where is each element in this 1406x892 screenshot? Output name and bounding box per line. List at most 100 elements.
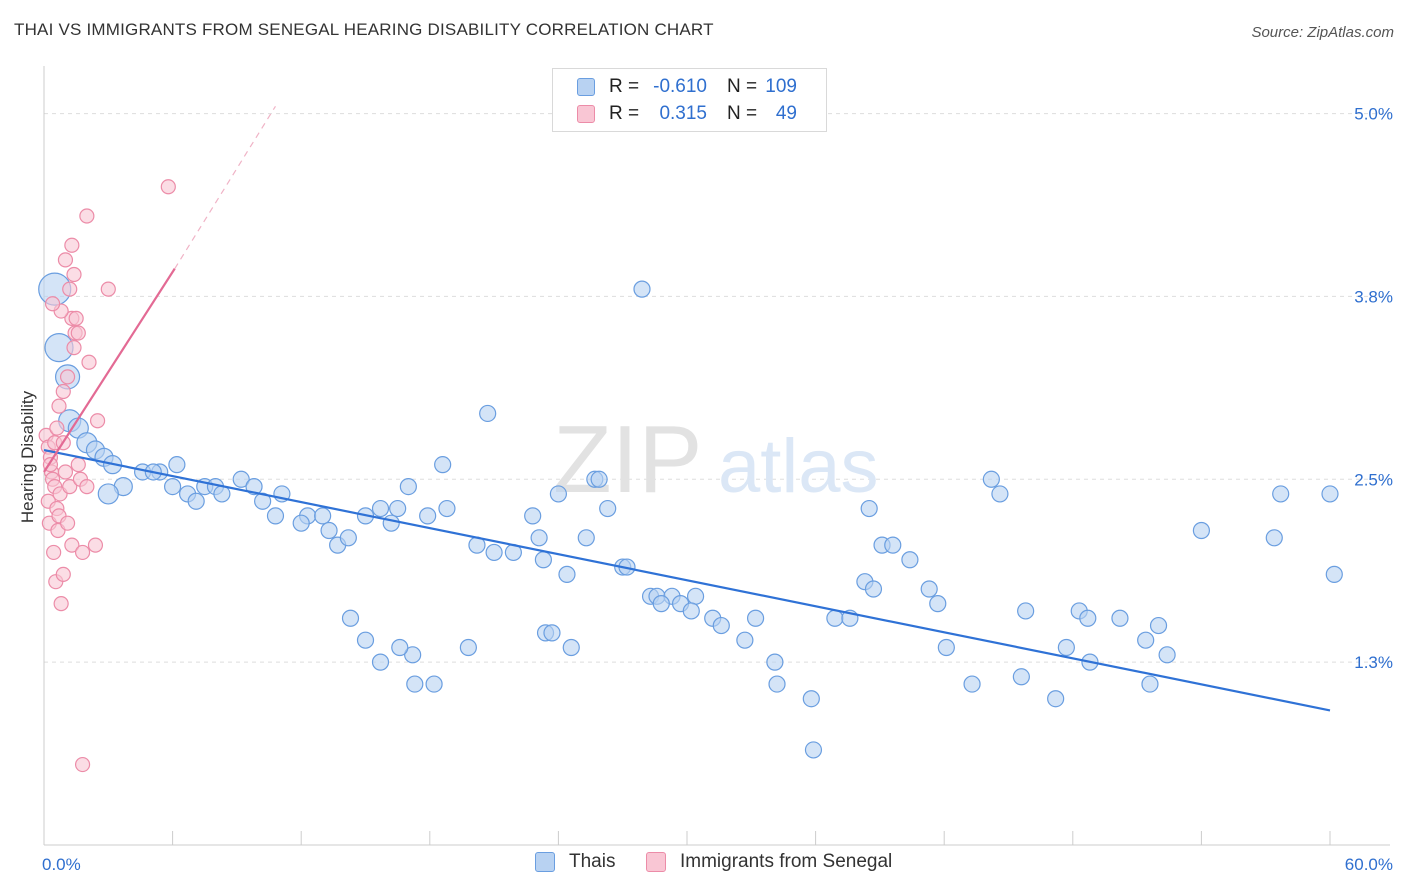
source-attribution: Source: ZipAtlas.com — [1251, 24, 1394, 41]
n-label: N = — [727, 76, 758, 97]
point-thais — [1079, 609, 1097, 627]
gridlines — [44, 113, 1390, 663]
point-thais — [97, 483, 119, 505]
point-thais — [266, 507, 285, 525]
point-senegal — [59, 369, 76, 385]
point-thais — [524, 507, 542, 525]
point-senegal — [64, 237, 80, 253]
point-thais — [389, 499, 407, 518]
stats-row-senegal: R = 0.315 N = 49 — [577, 102, 797, 126]
trend-line-senegal — [43, 268, 176, 473]
point-thais — [543, 624, 561, 642]
point-senegal — [100, 281, 116, 297]
point-senegal — [74, 756, 91, 773]
point-thais — [371, 499, 390, 518]
point-thais — [682, 602, 700, 620]
point-thais — [164, 478, 182, 496]
series-thais-points — [38, 272, 1343, 759]
point-thais — [1137, 631, 1155, 649]
legend-item-thais[interactable]: Thais — [535, 851, 615, 873]
point-thais — [884, 536, 902, 554]
point-thais — [746, 609, 765, 627]
point-thais — [599, 499, 617, 518]
r-value: 0.315 — [659, 103, 707, 124]
point-thais — [768, 675, 786, 693]
point-thais — [382, 514, 400, 532]
n-label: N = — [727, 103, 758, 124]
point-thais — [1141, 675, 1159, 693]
stats-legend: R = -0.610 N = 109 R = 0.315 N = 49 — [552, 68, 827, 132]
point-thais — [577, 529, 595, 547]
y-axis-label: Hearing Disability — [18, 390, 37, 523]
point-senegal — [70, 457, 86, 473]
point-thais — [391, 638, 409, 657]
point-thais — [1325, 565, 1343, 583]
chart-title: THAI VS IMMIGRANTS FROM SENEGAL HEARING … — [14, 20, 714, 39]
series-legend: Thais Immigrants from Senegal — [0, 851, 1406, 879]
point-senegal — [44, 296, 61, 312]
point-thais — [1265, 529, 1283, 547]
point-senegal — [70, 325, 86, 341]
point-thais — [404, 646, 422, 664]
point-senegal — [53, 596, 69, 612]
point-thais — [982, 470, 1000, 488]
point-senegal — [79, 479, 95, 495]
r-label: R = — [609, 76, 640, 97]
n-value: 49 — [775, 103, 797, 124]
point-thais — [1192, 521, 1211, 540]
point-thais — [562, 638, 580, 657]
y-tick-label: 3.8% — [1354, 287, 1393, 306]
n-value: 109 — [765, 76, 797, 97]
point-thais — [245, 478, 263, 496]
point-senegal — [55, 383, 71, 400]
point-thais — [1272, 485, 1290, 503]
y-tick-label: 1.3% — [1354, 653, 1393, 672]
legend-item-senegal[interactable]: Immigrants from Senegal — [646, 851, 892, 873]
point-senegal — [66, 266, 82, 283]
point-senegal — [66, 340, 82, 356]
point-thais — [1158, 646, 1176, 664]
point-thais — [356, 631, 375, 649]
point-senegal — [59, 515, 76, 531]
point-thais — [459, 638, 477, 657]
point-thais — [187, 492, 205, 510]
point-thais — [425, 675, 443, 693]
point-thais — [479, 404, 497, 423]
point-thais — [558, 565, 576, 583]
point-thais — [937, 638, 955, 657]
point-thais — [1057, 638, 1075, 657]
point-senegal — [51, 398, 67, 414]
legend-swatch-thais — [535, 852, 555, 872]
watermark-zip: ZIP — [553, 406, 702, 513]
point-senegal — [64, 537, 80, 553]
r-value: -0.610 — [653, 76, 707, 97]
legend-label-senegal: Immigrants from Senegal — [680, 851, 893, 872]
point-thais — [1047, 690, 1065, 708]
legend-label-thais: Thais — [569, 851, 616, 872]
point-thais — [766, 653, 784, 671]
point-thais — [371, 653, 390, 671]
point-thais — [864, 580, 883, 598]
point-thais — [485, 543, 503, 562]
point-thais — [901, 551, 919, 569]
point-thais — [213, 485, 231, 503]
point-thais — [633, 280, 651, 298]
point-senegal — [89, 413, 106, 429]
point-senegal — [62, 479, 78, 495]
point-senegal — [49, 420, 65, 436]
swatch-senegal — [577, 105, 595, 123]
point-senegal — [55, 566, 71, 582]
x-tick-label: 0.0% — [42, 855, 81, 874]
y-tick-label: 5.0% — [1354, 105, 1393, 124]
point-senegal — [57, 252, 74, 268]
point-senegal — [46, 544, 62, 561]
point-thais — [929, 595, 947, 613]
point-senegal — [81, 354, 97, 370]
point-thais — [1321, 485, 1339, 503]
trend-lines — [43, 105, 1331, 712]
point-thais — [736, 631, 754, 649]
point-thais — [434, 456, 452, 474]
point-senegal — [62, 281, 78, 297]
point-thais — [1149, 616, 1168, 635]
